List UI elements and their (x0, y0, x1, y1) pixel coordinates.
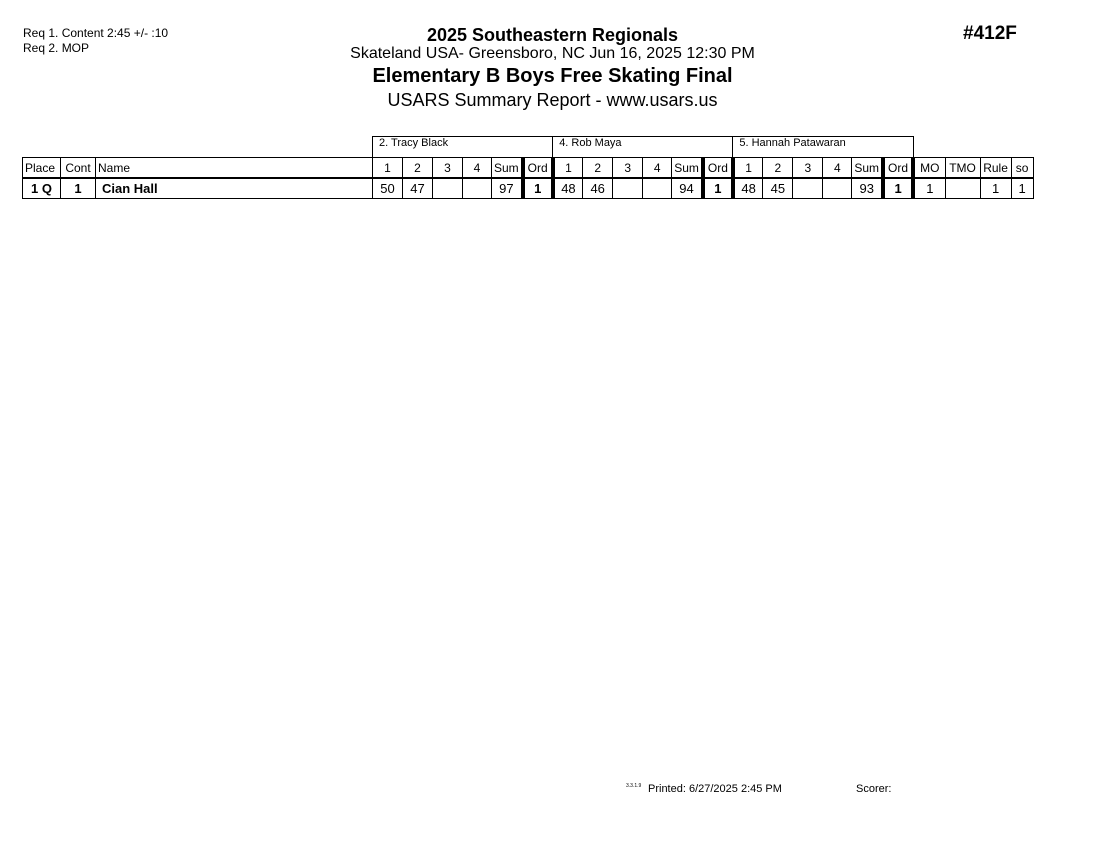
col-mo: MO (911, 157, 946, 179)
judge-1-col-4: Sum (490, 157, 524, 179)
requirement-1: Req 1. Content 2:45 +/- :10 (23, 26, 169, 40)
results-table: 2. Tracy Black 4. Rob Maya 5. Hannah Pat… (22, 136, 1034, 199)
col-rule: Rule (979, 157, 1012, 179)
judge-2-col-5: Ord (700, 157, 734, 179)
rule-cell: 1 (979, 177, 1012, 199)
tmo-cell (944, 177, 981, 199)
judge-1-score-5: 1 (520, 177, 554, 199)
col-tmo: TMO (944, 157, 981, 179)
table-row: 1 Q 1 Cian Hall 50 47 97 1 48 46 94 1 48 45 93 1 1 1 1 (22, 177, 1034, 199)
event-number: #412F (963, 23, 1017, 44)
judge-1-col-5: Ord (520, 157, 554, 179)
judge-1-score-1: 47 (402, 177, 433, 199)
judge-1-col-0: 1 (372, 157, 403, 179)
judge-3-score-2 (792, 177, 824, 199)
judge-1-score-4: 97 (490, 177, 524, 199)
judge-3-col-1: 2 (762, 157, 794, 179)
page-subtitle: USARS Summary Report - www.usars.us (387, 90, 718, 110)
skater-name: Cian Hall (95, 177, 373, 199)
cont-cell: 1 (60, 177, 96, 199)
printed-timestamp: Printed: 6/27/2025 2:45 PM (648, 783, 782, 795)
judge-2-col-0: 1 (550, 157, 584, 179)
judge-1-name: 2. Tracy Black (371, 136, 554, 158)
judge-3-col-2: 3 (792, 157, 824, 179)
judge-2-name: 4. Rob Maya (552, 136, 734, 158)
judge-1-col-1: 2 (402, 157, 433, 179)
judge-2-col-3: 4 (642, 157, 673, 179)
judge-2-score-1: 46 (582, 177, 614, 199)
judge-2-col-2: 3 (612, 157, 644, 179)
judge-3-score-4: 93 (851, 177, 884, 199)
judge-2-score-4: 94 (671, 177, 704, 199)
col-place: Place (22, 157, 61, 179)
judge-2-score-3 (642, 177, 673, 199)
judge-1-score-2 (432, 177, 463, 199)
place-cell: 1 Q (22, 177, 61, 199)
col-so: so (1010, 157, 1034, 179)
judge-3-score-0: 48 (730, 177, 764, 199)
judge-1-score-0: 50 (372, 177, 403, 199)
mo-cell: 1 (911, 177, 946, 199)
judge-3-score-3 (822, 177, 853, 199)
judge-3-col-5: Ord (881, 157, 914, 179)
so-cell: 1 (1010, 177, 1034, 199)
judge-1-col-2: 3 (432, 157, 463, 179)
requirement-2: Req 2. MOP (23, 41, 90, 55)
col-name: Name (95, 157, 373, 179)
column-header-row: Place Cont Name 1 2 3 4 Sum Ord 1 2 3 4 Sum Ord 1 2 3 4… (22, 157, 1034, 179)
judge-2-score-5: 1 (700, 177, 734, 199)
judge-3-col-0: 1 (730, 157, 764, 179)
event-name: 2025 Southeastern Regionals (426, 25, 679, 45)
judge-1-col-3: 4 (462, 157, 492, 179)
judge-2-col-4: Sum (671, 157, 704, 179)
version-label: 3.3.1.9 (626, 783, 642, 789)
event-location: Skateland USA- Greensboro, NC Jun 16, 20… (350, 45, 755, 62)
judge-3-col-3: 4 (822, 157, 853, 179)
judge-1-score-3 (462, 177, 492, 199)
judge-3-col-4: Sum (851, 157, 884, 179)
judge-2-col-1: 2 (582, 157, 614, 179)
page-title: Elementary B Boys Free Skating Final (372, 65, 733, 87)
judge-3-name: 5. Hannah Patawaran (732, 136, 914, 158)
judge-2-score-0: 48 (550, 177, 584, 199)
col-cont: Cont (60, 157, 96, 179)
scorer-label: Scorer: (856, 783, 892, 795)
judge-2-score-2 (612, 177, 644, 199)
judge-3-score-5: 1 (881, 177, 914, 199)
judge-header-row: 2. Tracy Black 4. Rob Maya 5. Hannah Pat… (23, 136, 1034, 158)
judge-3-score-1: 45 (762, 177, 794, 199)
